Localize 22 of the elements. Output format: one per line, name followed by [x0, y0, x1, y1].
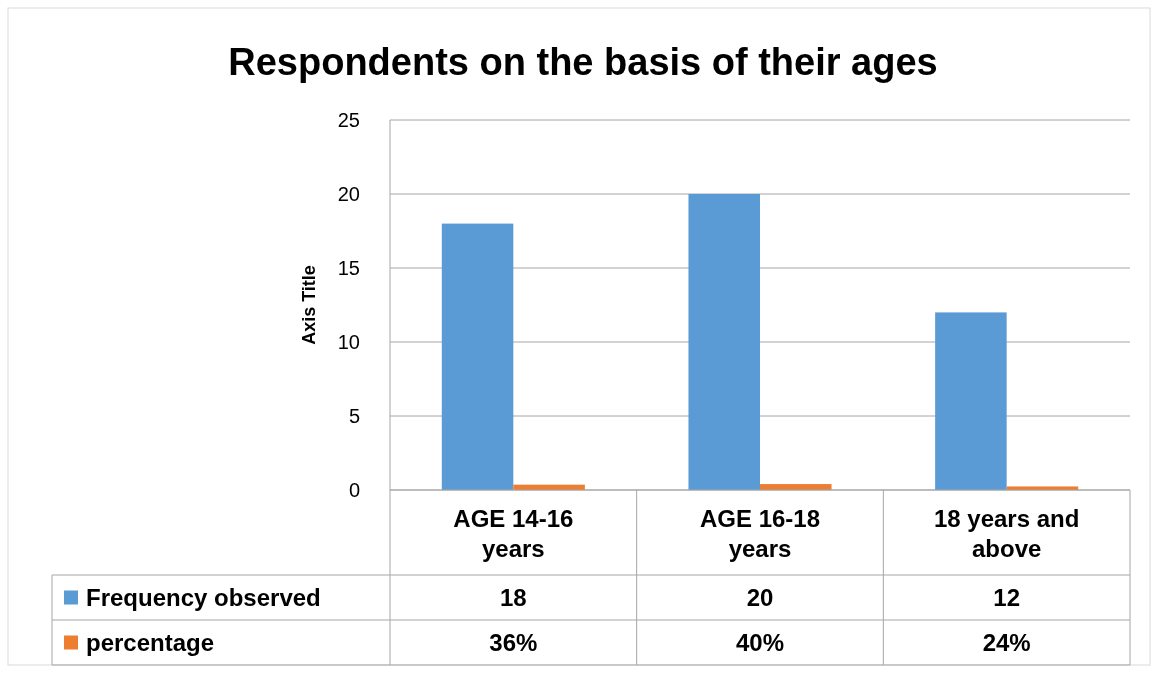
data-label: 40%: [735, 628, 785, 656]
data-label: 12: [993, 583, 1021, 611]
bar: [441, 223, 514, 490]
bar: [935, 312, 1007, 490]
y-tick-label: 25: [337, 109, 360, 131]
bar: [688, 194, 760, 490]
data-label: 20: [746, 583, 774, 611]
y-axis-title: Axis Title: [299, 265, 319, 345]
x-tick-label: AGE 16-18 years: [699, 504, 821, 562]
x-tick-label: AGE 14-16 years: [453, 504, 574, 562]
chart-title: Respondents on the basis of their ages: [228, 41, 938, 83]
data-label: 18: [499, 583, 527, 611]
data-label: 24%: [982, 628, 1031, 656]
data-label: 36%: [489, 628, 538, 656]
y-tick-label: 10: [337, 331, 360, 353]
legend-label: Frequency observed: [86, 583, 321, 611]
y-tick-label: 20: [337, 183, 360, 205]
y-tick-label: 5: [348, 405, 360, 427]
x-tick-label: 18 years and above: [933, 504, 1080, 562]
legend-label: percentage: [86, 628, 215, 656]
y-tick-label: 0: [348, 479, 360, 501]
y-tick-label: 15: [337, 257, 360, 279]
